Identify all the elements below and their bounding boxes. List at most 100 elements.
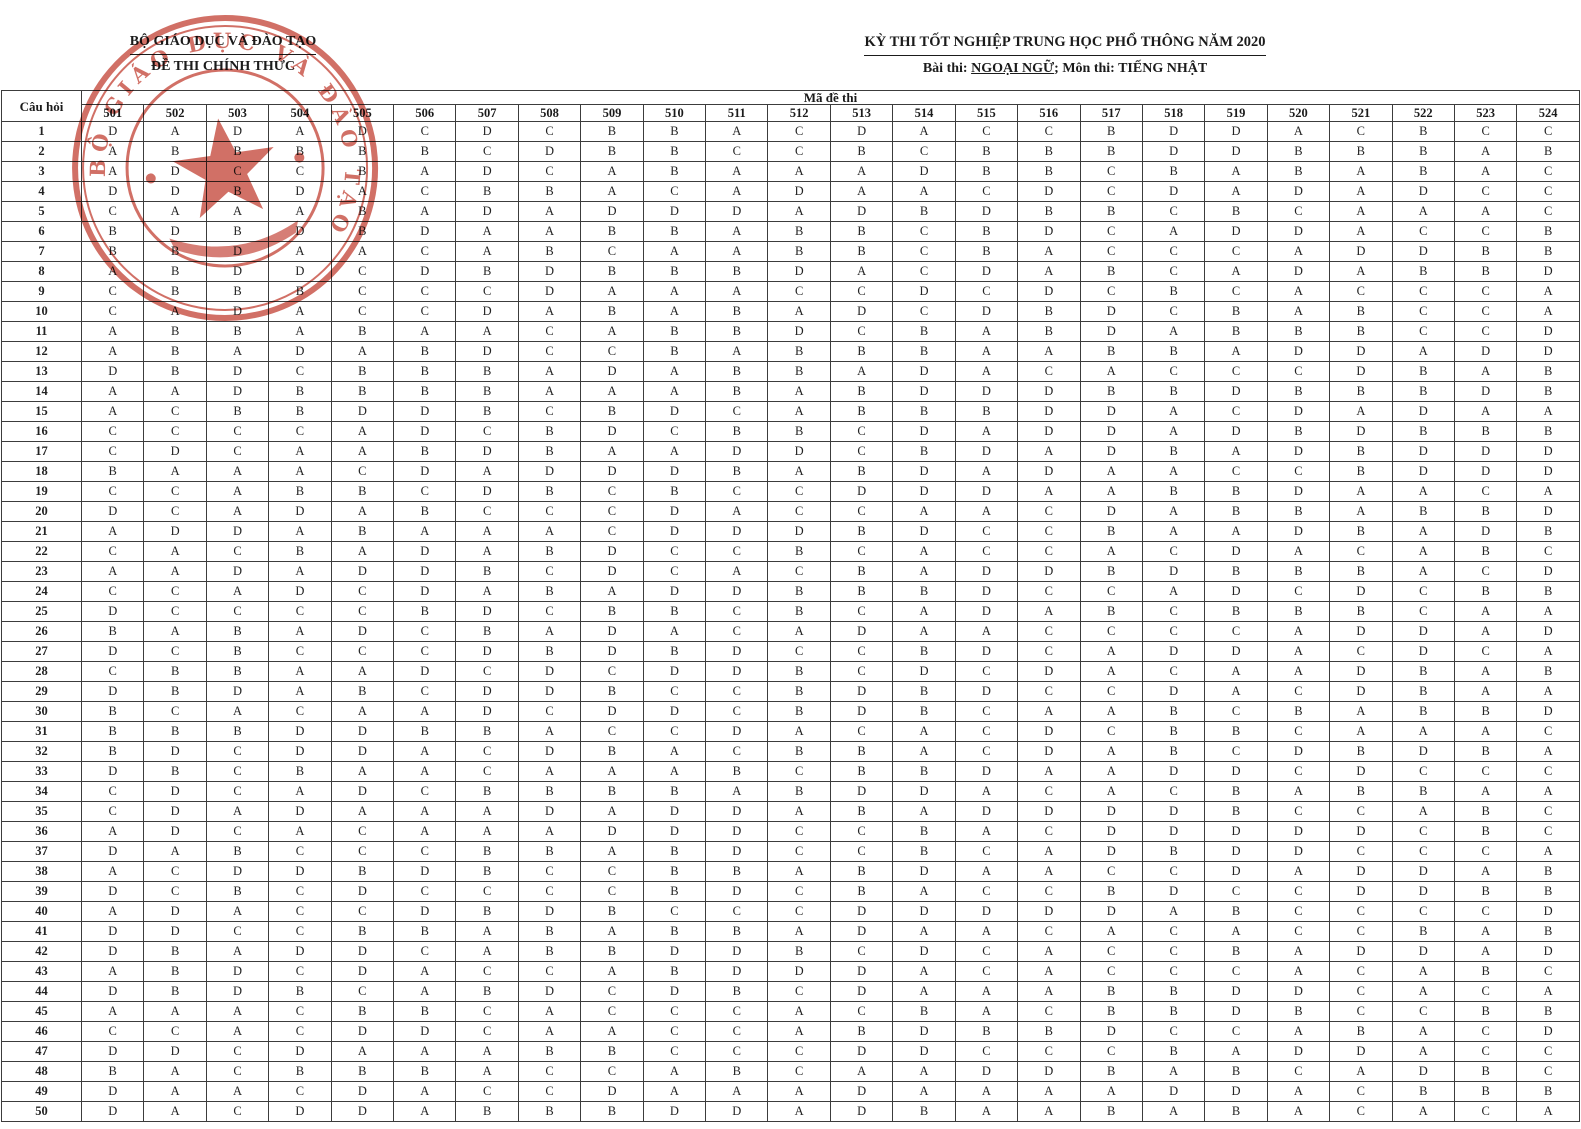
answer-cell: A [1266,541,1331,562]
answer-cell: C [1329,841,1393,862]
answer-cell: B [580,901,644,922]
answer-cell: C [393,241,457,262]
answer-cell: C [1329,961,1393,982]
answer-cell: A [1516,781,1580,802]
answer-cell: C [1391,761,1455,782]
answer-cell: C [393,301,457,322]
exam-code-header: 514 [892,104,956,122]
answer-cell: A [1391,981,1455,1002]
question-number: 49 [1,1081,82,1102]
answer-cell: C [829,641,894,662]
question-number: 39 [1,881,82,902]
answer-cell: A [143,561,207,582]
answer-cell: B [205,621,270,642]
answer-cell: A [80,861,145,882]
answer-cell: D [954,641,1019,662]
answer-cell: A [205,1081,270,1102]
answer-cell: B [517,941,582,962]
answer-cell: D [268,941,332,962]
answer-cell: A [767,1101,831,1122]
answer-cell: A [393,801,457,822]
answer-cell: A [205,801,270,822]
answer-cell: D [268,861,332,882]
answer-cell: A [1079,781,1143,802]
answer-cell: A [1516,681,1580,702]
answer-cell: C [393,281,457,302]
answer-cell: A [642,621,707,642]
answer-cell: A [393,1041,457,1062]
exam-code-header: 517 [1079,104,1143,122]
answer-cell: D [829,1041,894,1062]
answer-cell: B [1017,301,1081,322]
answer-cell: A [80,961,145,982]
answer-cell: B [642,841,707,862]
answer-cell: D [954,261,1019,282]
answer-cell: A [642,361,707,382]
answer-cell: B [705,261,769,282]
answer-cell: A [1017,1081,1081,1102]
answer-cell: D [954,681,1019,702]
answer-cell: D [1329,621,1393,642]
answer-cell: B [642,221,707,242]
table-row: 50 D A C D D A B B B D D A D B A A B A B A C A C A [1,1101,1580,1122]
answer-cell: B [517,581,582,602]
answer-cell: B [1516,381,1580,402]
answer-cell: B [580,741,644,762]
answer-cell: A [1079,741,1143,762]
answer-cell: B [1453,421,1518,442]
answer-cell: B [705,461,769,482]
table-row: 28 C B B A A D C D C D D B C D C D A C A A D B A B [1,661,1580,682]
answer-cell: D [80,1101,145,1122]
answer-cell: C [705,541,769,562]
question-number: 2 [1,141,82,162]
answer-cell: A [1329,401,1393,422]
answer-cell: C [642,681,707,702]
answer-cell: B [767,241,831,262]
answer-cell: B [1204,481,1268,502]
exam-code-header: 518 [1141,104,1206,122]
exam-code-header: 507 [455,104,519,122]
table-row: 14 A A D B B B B A A A B A B D D D B B D B B B D B [1,381,1580,402]
answer-cell: C [517,881,582,902]
answer-cell: B [1141,721,1206,742]
table-row: 10 C A D A C C D A B A B A D C D B D C B A B C C A [1,301,1580,322]
answer-cell: C [268,901,332,922]
answer-cell: B [829,861,894,882]
answer-cell: B [1391,121,1455,142]
answer-cell: D [1516,561,1580,582]
answer-cell: B [705,921,769,942]
answer-cell: A [393,1101,457,1122]
answer-cell: B [143,761,207,782]
answer-cell: A [143,841,207,862]
answer-cell: D [892,481,956,502]
answer-cell: A [80,1001,145,1022]
answer-cell: D [455,161,519,182]
answer-cell: C [1079,681,1143,702]
answer-cell: D [642,521,707,542]
table-row: 24 C C A D C D A B A D D B B B D C C A D C D C B B [1,581,1580,602]
answer-cell: B [205,321,270,342]
answer-cell: C [580,721,644,742]
answer-cell: D [1079,501,1143,522]
answer-cell: A [580,581,644,602]
answer-cell: D [80,841,145,862]
answer-cell: C [1141,661,1206,682]
answer-cell: C [580,341,644,362]
answer-cell: D [1141,561,1206,582]
answer-cell: D [829,781,894,802]
answer-cell: C [1017,521,1081,542]
answer-cell: C [954,721,1019,742]
answer-cell: A [143,201,207,222]
answer-cell: B [705,421,769,442]
answer-cell: B [455,561,519,582]
answer-cell: D [1141,121,1206,142]
answer-cell: B [767,361,831,382]
answer-cell: C [642,721,707,742]
answer-cell: D [143,1041,207,1062]
question-number: 12 [1,341,82,362]
exam-code-header: 513 [829,104,894,122]
question-number: 40 [1,901,82,922]
answer-cell: D [393,901,457,922]
answer-cell: A [205,501,270,522]
answer-cell: D [580,421,644,442]
